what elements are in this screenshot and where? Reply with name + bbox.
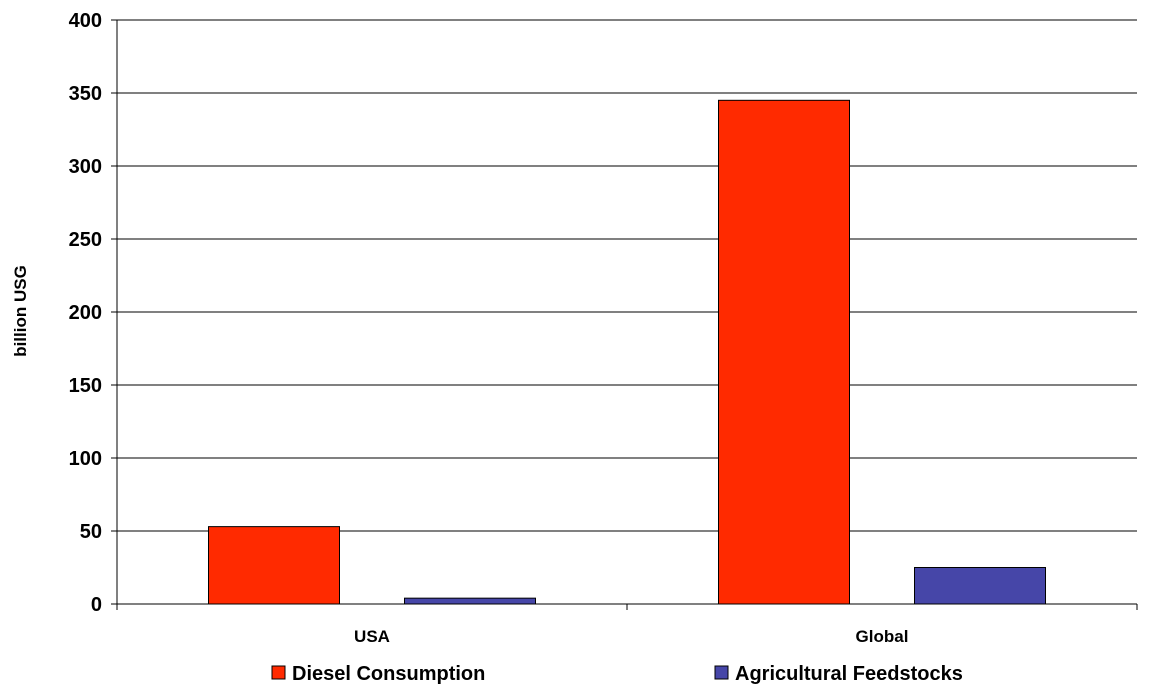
legend-swatch bbox=[714, 665, 729, 680]
y-tick-label: 150 bbox=[69, 375, 102, 397]
y-tick-label: 250 bbox=[69, 229, 102, 251]
bars bbox=[208, 99, 1046, 605]
y-tick-label: 200 bbox=[69, 302, 102, 324]
legend-item: Agricultural Feedstocks bbox=[714, 663, 963, 685]
y-tick-label: 350 bbox=[69, 83, 102, 105]
bar-diesel-consumption-usa bbox=[208, 526, 340, 605]
y-axis-label: billion USG bbox=[11, 265, 30, 357]
bar-diesel-consumption-global bbox=[718, 99, 850, 605]
gridlines bbox=[117, 19, 1137, 532]
legend-swatch bbox=[271, 665, 286, 680]
legend-label: Agricultural Feedstocks bbox=[735, 663, 963, 685]
bar-agricultural-feedstocks-usa bbox=[404, 597, 536, 605]
x-tick-label: Global bbox=[856, 627, 909, 646]
x-tick-label: USA bbox=[354, 627, 390, 646]
y-tick-label: 400 bbox=[69, 10, 102, 32]
legend: Diesel Consumption Agricultural Feedstock… bbox=[271, 663, 963, 685]
y-tick-label: 0 bbox=[91, 594, 102, 616]
y-tick-labels: 0 50 100 150 200 250 300 350 400 bbox=[69, 10, 102, 616]
legend-item: Diesel Consumption bbox=[271, 663, 485, 685]
bar-agricultural-feedstocks-global bbox=[914, 567, 1046, 605]
y-tick-label: 300 bbox=[69, 156, 102, 178]
y-tick-label: 100 bbox=[69, 448, 102, 470]
x-tick-labels: USA Global bbox=[354, 627, 908, 646]
axes bbox=[111, 19, 1138, 610]
y-tick-label: 50 bbox=[80, 521, 102, 543]
legend-label: Diesel Consumption bbox=[292, 663, 485, 685]
